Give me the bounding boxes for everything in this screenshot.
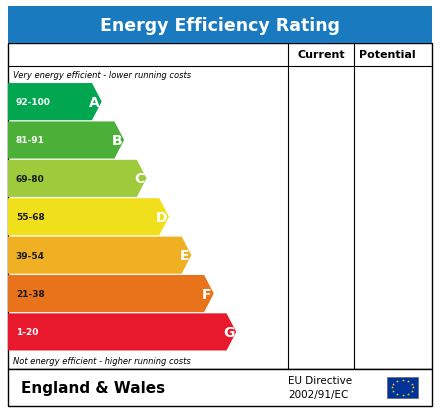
Text: 92-100: 92-100 <box>16 98 51 107</box>
Text: G: G <box>224 325 235 339</box>
Polygon shape <box>8 313 236 351</box>
Text: Potential: Potential <box>359 50 415 60</box>
Text: Energy Efficiency Rating: Energy Efficiency Rating <box>100 17 340 35</box>
Polygon shape <box>8 160 147 197</box>
Polygon shape <box>8 122 124 159</box>
Polygon shape <box>8 199 169 236</box>
Text: England & Wales: England & Wales <box>21 380 165 395</box>
Text: A: A <box>89 95 100 109</box>
Text: Not energy efficient - higher running costs: Not energy efficient - higher running co… <box>13 356 191 365</box>
Bar <box>8 44 432 369</box>
Polygon shape <box>8 275 214 312</box>
Text: 1-20: 1-20 <box>16 328 38 337</box>
Text: Very energy efficient - lower running costs: Very energy efficient - lower running co… <box>13 71 191 80</box>
Text: 21-38: 21-38 <box>16 290 44 298</box>
Polygon shape <box>8 84 102 121</box>
Text: 81-91: 81-91 <box>16 136 45 145</box>
Text: EU Directive
2002/91/EC: EU Directive 2002/91/EC <box>288 375 352 399</box>
Text: B: B <box>112 134 122 147</box>
Text: C: C <box>134 172 145 186</box>
Bar <box>8 7 432 44</box>
Text: 55-68: 55-68 <box>16 213 44 222</box>
Text: E: E <box>180 249 189 263</box>
Text: 69-80: 69-80 <box>16 174 44 183</box>
Text: D: D <box>156 210 168 224</box>
Text: 39-54: 39-54 <box>16 251 45 260</box>
Bar <box>387 377 418 398</box>
Text: F: F <box>202 287 212 301</box>
Bar <box>8 369 432 406</box>
Text: Current: Current <box>297 50 345 60</box>
Polygon shape <box>8 237 191 274</box>
